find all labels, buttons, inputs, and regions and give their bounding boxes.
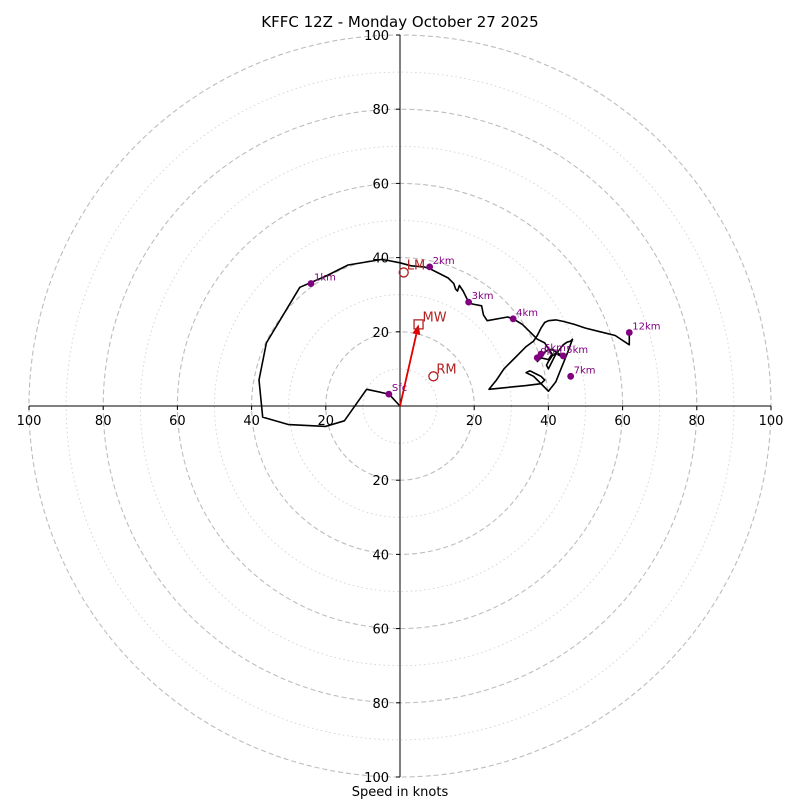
right-mover-marker [428, 371, 439, 382]
tick-label-bottom: 40 [372, 548, 389, 563]
height-label-4km: 4km [516, 308, 538, 319]
storm-motion-markers: MW LM RM [398, 258, 457, 407]
height-marker-4km [509, 315, 517, 323]
height-marker-1km [307, 280, 315, 287]
tick-label-right: 40 [540, 414, 557, 429]
height-label-9km: 9km [540, 347, 562, 358]
tick-label-right: 60 [614, 414, 631, 429]
left-mover-label: LM [407, 258, 425, 273]
height-label-12km: 12km [632, 322, 660, 333]
tick-label-right: 20 [466, 414, 483, 429]
tick-label-left: 80 [95, 414, 112, 429]
tick-label-top: 100 [364, 29, 389, 44]
height-marker-12km [625, 329, 633, 336]
height-marker-5km [559, 352, 567, 360]
height-label-3km: 3km [472, 291, 494, 302]
height-label-5km: 5km [566, 345, 588, 356]
left-mover-marker [398, 267, 409, 278]
x-axis-label: Speed in knots [352, 785, 449, 800]
tick-label-left: 100 [17, 414, 42, 429]
mean-wind-vector [399, 333, 418, 407]
height-label-1km: 1km [314, 273, 336, 284]
tick-label-bottom: 100 [364, 771, 389, 786]
height-label-6km: 6km [544, 343, 566, 354]
height-marker-2km [426, 263, 434, 271]
tick-label-right: 80 [689, 414, 706, 429]
tick-label-right: 100 [759, 414, 784, 429]
height-marker-9km [533, 354, 541, 362]
tick-label-left: 60 [169, 414, 186, 429]
height-marker-7km [567, 372, 575, 380]
tick-labels: 20 20 20 40 40 40 60 60 60 80 80 80 100 100 100 100 80 60… [17, 29, 784, 786]
height-label-sfc: Sfc [392, 383, 407, 394]
mean-wind-arrowhead [412, 324, 421, 336]
tick-label-top: 80 [372, 103, 389, 118]
mean-wind-marker [413, 319, 424, 330]
height-label-2km: 2km [433, 256, 455, 267]
height-label-7km: 7km [574, 365, 596, 376]
mean-wind-label: MW [423, 310, 447, 325]
chart-title: KFFC 12Z - Monday October 27 2025 [261, 13, 538, 31]
height-marker-3km [465, 298, 473, 306]
right-mover-label: RM [436, 362, 456, 377]
tick-label-top: 20 [372, 326, 389, 341]
tick-label-left: 40 [243, 414, 260, 429]
tick-label-bottom: 80 [372, 697, 389, 712]
tick-label-bottom: 20 [372, 474, 389, 489]
tick-label-top: 60 [372, 177, 389, 192]
tick-label-bottom: 60 [372, 623, 389, 638]
height-marker-sfc [385, 390, 393, 398]
